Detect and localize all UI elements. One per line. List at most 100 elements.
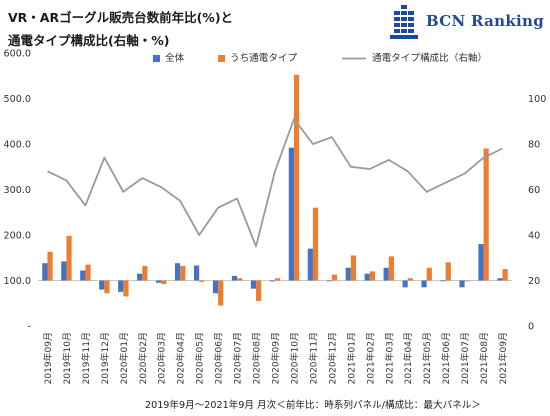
- y-left-tick-label: 200.0: [4, 231, 31, 242]
- chart-title: VR・ARゴーグル販売台数前年比(%)と 通電タイプ構成比(右軸・%): [8, 6, 233, 52]
- bar-tsuden: [426, 267, 432, 281]
- bar-tsuden: [275, 278, 281, 281]
- bar-tsuden: [483, 148, 489, 281]
- bar-tsuden: [104, 280, 110, 294]
- x-tick-label: 2020年10月: [288, 332, 300, 384]
- bar-zentai: [212, 280, 219, 294]
- bar-zentai: [307, 248, 313, 281]
- bar-zentai: [61, 261, 67, 281]
- x-tick-label: 2020年06月: [213, 332, 225, 384]
- bar-zentai: [421, 280, 427, 288]
- bar-zentai: [345, 267, 351, 281]
- y-left-tick-label: 600.0: [4, 49, 31, 60]
- bar-tsuden: [123, 280, 129, 297]
- x-tick-label: 2020年01月: [118, 332, 130, 384]
- y-right-tick-label: 60: [528, 185, 540, 196]
- x-tick-label: 2020年09月: [270, 332, 282, 384]
- bar-tsuden: [350, 255, 357, 281]
- x-tick-label: 2020年08月: [251, 332, 263, 384]
- bar-zentai: [440, 280, 446, 282]
- x-tick-label: 2019年11月: [80, 332, 92, 384]
- x-tick-label: 2019年09月: [42, 332, 54, 384]
- x-tick-label: 2020年05月: [194, 332, 206, 384]
- bar-tsuden: [218, 280, 224, 306]
- x-tick-label: 2021年04月: [402, 332, 414, 384]
- bar-tsuden: [293, 74, 300, 281]
- x-tick-label: 2021年02月: [364, 332, 376, 384]
- y-right-tick-label: 0: [528, 322, 534, 333]
- bar-zentai: [497, 278, 503, 281]
- bar-zentai: [99, 280, 105, 290]
- x-tick-label: 2021年07月: [459, 332, 471, 384]
- bar-zentai: [269, 280, 275, 282]
- legend-label-zentai: 全体: [165, 52, 185, 64]
- bar-zentai: [326, 280, 332, 282]
- bar-zentai: [478, 244, 484, 281]
- x-tick-label: 2021年01月: [345, 332, 357, 384]
- x-tick-label: 2020年07月: [232, 332, 244, 384]
- y-left-tick-label: 300.0: [4, 185, 31, 196]
- legend-label-kouseihi: 通電タイプ構成比（右軸）: [372, 52, 487, 64]
- y-right-tick-label: 40: [528, 231, 540, 242]
- bar-zentai: [231, 275, 238, 281]
- bar-zentai: [80, 270, 86, 281]
- y-left-tick-label: -: [28, 322, 31, 333]
- chart-line: [47, 118, 503, 248]
- legend-label-tsuden: うち通電タイプ: [230, 53, 298, 64]
- bar-tsuden: [180, 265, 186, 281]
- chart-title-line1: VR・ARゴーグル販売台数前年比(%)と: [8, 10, 234, 25]
- x-tick-label: 2019年10月: [61, 332, 73, 384]
- x-tick-label: 2019年12月: [99, 332, 111, 384]
- bar-tsuden: [464, 280, 470, 282]
- bar-tsuden: [47, 251, 53, 281]
- bar-tsuden: [331, 274, 338, 281]
- bar-tsuden: [388, 256, 394, 281]
- bar-tsuden: [369, 271, 375, 281]
- bar-tsuden: [445, 262, 451, 281]
- x-tick-label: 2020年12月: [326, 332, 338, 384]
- chart-footnote: 2019年9月～2021年9月 月次＜前年比：時系列パネル/構成比：最大パネル＞: [145, 400, 481, 411]
- bar-zentai: [383, 267, 389, 281]
- combo-chart: 全体 うち通電タイプ 通電タイプ構成比（右軸） - 100.0 200.0 300.0 40…: [4, 49, 547, 385]
- x-tick-label: 2020年04月: [175, 332, 187, 384]
- bar-zentai: [42, 263, 48, 281]
- bar-zentai: [193, 265, 200, 281]
- y-right-tick-label: 20: [528, 276, 540, 287]
- bar-tsuden: [85, 264, 91, 281]
- bar-tsuden: [161, 280, 167, 285]
- bar-zentai: [175, 263, 181, 281]
- chart-title-line2: 通電タイプ構成比(右軸・%): [8, 33, 170, 48]
- bcn-building-icon: [390, 5, 418, 39]
- x-tick-label: 2021年05月: [421, 332, 433, 384]
- bar-zentai: [250, 280, 257, 289]
- y-left-tick-label: 400.0: [4, 140, 31, 151]
- chart-legend: 全体 うち通電タイプ 通電タイプ構成比（右軸）: [153, 52, 487, 64]
- bar-zentai: [459, 280, 465, 288]
- bar-tsuden: [502, 269, 508, 281]
- bar-zentai: [137, 273, 143, 281]
- bar-tsuden: [237, 278, 243, 281]
- line-kouseihi: [47, 118, 503, 248]
- bar-tsuden: [142, 265, 148, 281]
- x-tick-label: 2021年09月: [497, 332, 509, 384]
- x-tick-label: 2021年03月: [383, 332, 395, 384]
- legend-swatch-tsuden: [218, 55, 225, 62]
- bar-zentai: [118, 280, 124, 292]
- legend-swatch-zentai: [153, 55, 160, 62]
- y-right-tick-label: 80: [528, 140, 540, 151]
- x-tick-label: 2020年03月: [156, 332, 168, 384]
- bcn-ranking-logo: BCN Ranking: [390, 4, 546, 40]
- bar-zentai: [288, 147, 294, 281]
- y-left-tick-label: 100.0: [4, 276, 31, 287]
- chart-axes: - 100.0 200.0 300.0 400.0 500.0 600.0 0 20 40 60 80…: [4, 49, 547, 385]
- bar-zentai: [156, 280, 162, 283]
- bar-zentai: [364, 273, 370, 281]
- x-tick-label: 2020年02月: [137, 332, 149, 384]
- bar-zentai: [402, 280, 408, 288]
- logo-text: BCN Ranking: [426, 12, 545, 30]
- bar-tsuden: [312, 207, 319, 281]
- y-left-tick-label: 500.0: [4, 94, 31, 105]
- bar-tsuden: [407, 278, 413, 281]
- x-tick-label: 2021年06月: [440, 332, 452, 384]
- x-tick-label: 2021年08月: [478, 332, 490, 384]
